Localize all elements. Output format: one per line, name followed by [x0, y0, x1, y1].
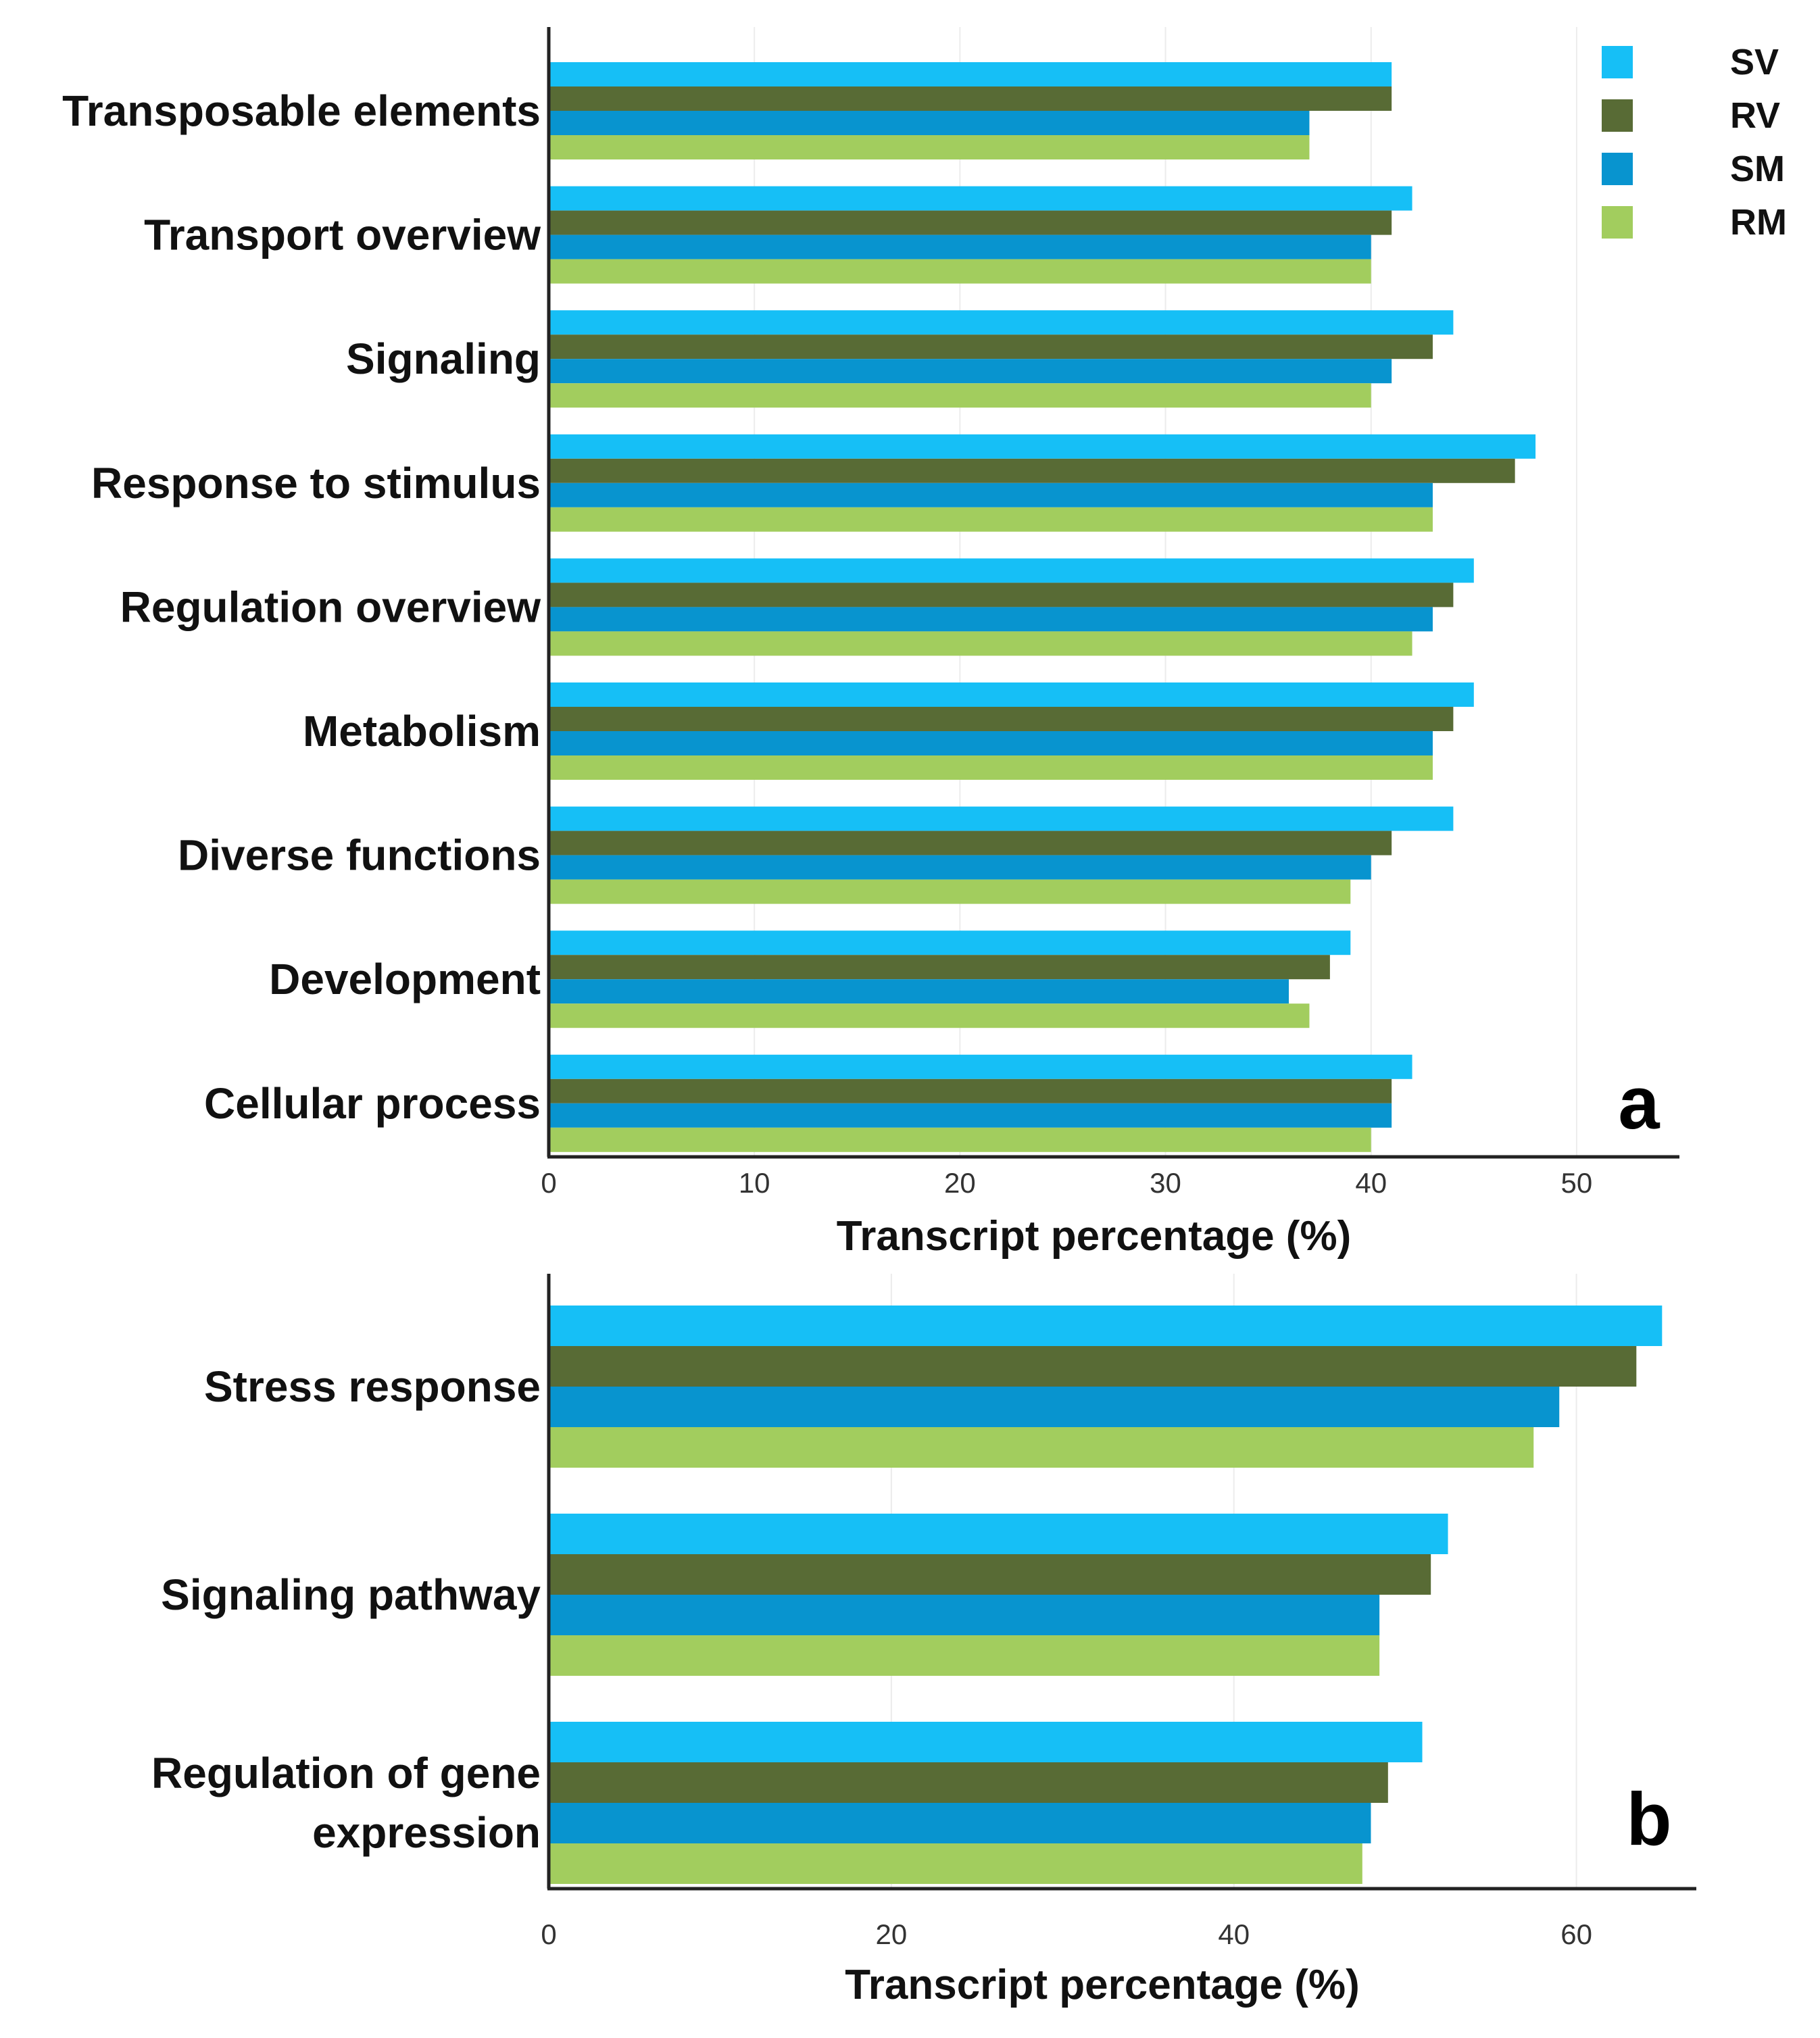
bar-a-0-sv	[549, 62, 1392, 86]
bar-a-5-rm	[549, 755, 1433, 780]
legend-label-rv: RV	[1730, 95, 1780, 136]
category-label-a-0: Transposable elements	[62, 86, 541, 135]
legend-swatch-rv	[1602, 99, 1633, 132]
x-tick-label-a-2: 20	[944, 1167, 976, 1199]
bar-a-2-rv	[549, 334, 1433, 359]
bar-a-8-rm	[549, 1127, 1371, 1152]
category-label-a-3: Response to stimulus	[91, 459, 541, 507]
bar-b-0-sm	[549, 1387, 1560, 1427]
x-tick-label-b-3: 60	[1560, 1918, 1592, 1950]
category-label-a-7: Development	[269, 955, 541, 1003]
bar-a-1-sv	[549, 186, 1412, 211]
category-label-b-2-line1: expression	[312, 1808, 541, 1857]
x-tick-label-a-1: 10	[739, 1167, 770, 1199]
bar-a-3-rv	[549, 458, 1515, 483]
bar-a-8-sv	[549, 1054, 1412, 1079]
bar-b-2-rm	[549, 1843, 1362, 1884]
bar-a-4-rm	[549, 631, 1412, 656]
category-label-a-2: Signaling	[346, 334, 541, 383]
bar-b-2-rv	[549, 1762, 1388, 1803]
category-label-b-1: Signaling pathway	[161, 1570, 541, 1619]
bar-b-2-sv	[549, 1722, 1423, 1762]
legend-label-sm: SM	[1730, 149, 1785, 189]
category-label-a-4: Regulation overview	[120, 582, 541, 631]
bar-b-0-sv	[549, 1306, 1663, 1346]
bar-a-3-rm	[549, 507, 1433, 532]
bar-a-2-rm	[549, 383, 1371, 408]
bar-a-0-rm	[549, 135, 1310, 159]
x-tick-label-b-0: 0	[541, 1918, 556, 1950]
bar-a-7-rm	[549, 1003, 1310, 1028]
legend-swatch-rm	[1602, 206, 1633, 239]
bar-b-0-rv	[549, 1346, 1637, 1387]
category-label-a-1: Transport overview	[144, 211, 541, 259]
bar-a-7-rv	[549, 955, 1330, 980]
bar-b-1-rv	[549, 1554, 1431, 1595]
bar-a-6-sv	[549, 806, 1454, 831]
bar-a-4-sv	[549, 558, 1474, 583]
legend-swatch-sm	[1602, 153, 1633, 185]
category-label-b-0: Stress response	[204, 1362, 541, 1411]
bar-a-4-sm	[549, 607, 1433, 632]
x-tick-label-a-5: 50	[1561, 1167, 1593, 1199]
legend-label-rm: RM	[1730, 202, 1787, 243]
bar-a-5-sv	[549, 682, 1474, 707]
bar-a-1-rm	[549, 259, 1371, 284]
x-axis-title-a: Transcript percentage (%)	[837, 1213, 1351, 1260]
bar-a-3-sv	[549, 434, 1536, 459]
x-axis-title-b: Transcript percentage (%)	[845, 1962, 1359, 2008]
bar-a-0-sm	[549, 111, 1310, 135]
x-tick-label-a-3: 30	[1150, 1167, 1181, 1199]
bar-b-1-sm	[549, 1595, 1380, 1635]
x-tick-label-b-1: 20	[876, 1918, 908, 1950]
bar-a-3-sm	[549, 482, 1433, 507]
bar-b-2-sm	[549, 1803, 1371, 1843]
bar-a-1-rv	[549, 210, 1392, 235]
category-label-a-5: Metabolism	[303, 707, 541, 755]
bar-a-8-rv	[549, 1078, 1392, 1103]
bar-a-2-sv	[549, 310, 1454, 335]
category-label-b-2-line0: Regulation of gene	[151, 1749, 541, 1797]
panel-letter-a: a	[1618, 1062, 1660, 1145]
bar-a-4-rv	[549, 582, 1454, 607]
bar-b-1-rm	[549, 1635, 1380, 1676]
bar-a-1-sm	[549, 234, 1371, 259]
bar-a-6-rv	[549, 830, 1392, 855]
panel-letter-b: b	[1626, 1778, 1671, 1861]
bar-a-5-rv	[549, 707, 1454, 731]
bar-a-6-sm	[549, 855, 1371, 880]
category-label-a-6: Diverse functions	[178, 831, 541, 880]
bar-a-7-sm	[549, 979, 1289, 1004]
bar-b-0-rm	[549, 1427, 1534, 1468]
legend-label-sv: SV	[1730, 42, 1779, 82]
bar-a-8-sm	[549, 1103, 1392, 1128]
legend-swatch-sv	[1602, 46, 1633, 78]
bar-a-6-rm	[549, 879, 1351, 904]
bar-b-1-sv	[549, 1514, 1448, 1554]
bar-a-2-sm	[549, 359, 1392, 384]
bar-a-7-sv	[549, 930, 1351, 955]
bar-a-5-sm	[549, 731, 1433, 755]
category-label-a-8: Cellular process	[204, 1079, 541, 1128]
x-tick-label-a-4: 40	[1355, 1167, 1387, 1199]
bar-a-0-rv	[549, 86, 1392, 111]
x-tick-label-b-2: 40	[1218, 1918, 1250, 1950]
x-tick-label-a-0: 0	[541, 1167, 556, 1199]
